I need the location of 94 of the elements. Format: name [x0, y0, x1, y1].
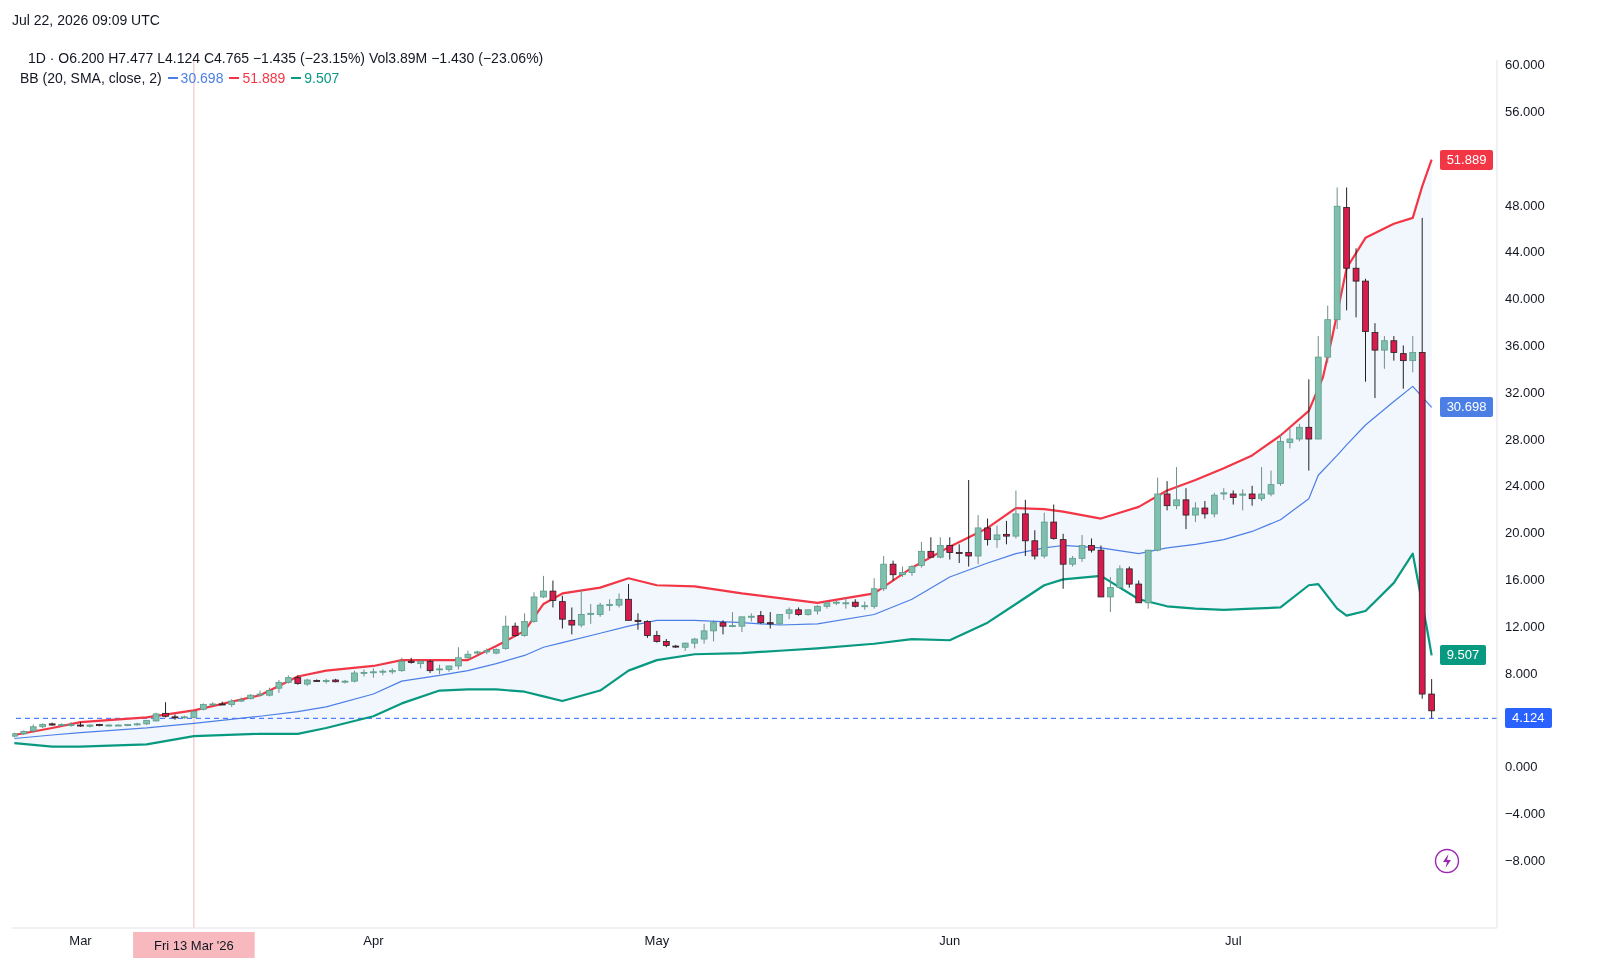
candlestick — [568, 606, 576, 635]
candlestick — [1050, 504, 1058, 541]
candlestick — [615, 592, 623, 608]
candlestick — [521, 612, 528, 638]
candlestick — [577, 589, 585, 628]
candlestick — [502, 615, 510, 651]
candlestick — [1248, 485, 1256, 507]
candlestick — [67, 721, 75, 728]
candlestick — [1031, 529, 1039, 561]
candlestick — [1201, 500, 1209, 520]
candlestick — [700, 623, 708, 645]
candlestick — [1428, 678, 1435, 719]
candlestick — [1239, 488, 1247, 511]
candlestick — [955, 543, 963, 564]
y-tick-label: 56.000 — [1505, 104, 1545, 120]
candlestick — [946, 536, 954, 561]
candlestick — [464, 650, 472, 660]
candlestick — [1211, 492, 1218, 518]
y-tick-label: 24.000 — [1505, 478, 1545, 494]
candlestick — [549, 580, 557, 608]
y-tick-label: 60.000 — [1505, 57, 1545, 73]
ref-line-label: Fri 13 Mar '26 — [153, 938, 234, 953]
y-tick-label: 8.000 — [1505, 665, 1538, 681]
candlestick — [1258, 466, 1265, 502]
candlestick — [1125, 566, 1133, 589]
candlestick — [1409, 335, 1417, 373]
candlestick — [965, 479, 972, 568]
legend-label: 30.698 — [180, 70, 224, 86]
candlestick — [1286, 427, 1294, 449]
ref-line-label: 4.124 — [1505, 708, 1552, 729]
candlestick — [766, 611, 774, 630]
legend-title: BB (20, SMA, close, 2) — [20, 70, 162, 86]
candlestick — [379, 668, 387, 676]
y-tick-label: 20.000 — [1505, 525, 1545, 541]
data-label: 9.507 — [1439, 645, 1487, 666]
chart-title: 1D · O6.200 H7.477 L4.124 C4.765 −1.435 (−23.15%) Vol3.89M −1.430 (−23.06%) — [28, 50, 544, 66]
candlestick — [1012, 489, 1020, 539]
x-tick-label: Jun — [939, 933, 961, 949]
candlestick — [1192, 501, 1199, 523]
line-series — [13, 552, 1433, 748]
candlestick — [1135, 580, 1143, 604]
y-tick-label: 40.000 — [1505, 291, 1545, 307]
candlestick — [455, 646, 462, 670]
candlestick — [1107, 576, 1114, 613]
y-tick-label: 12.000 — [1505, 618, 1545, 634]
y-tick-label: 48.000 — [1505, 197, 1545, 213]
y-tick-label: −4.000 — [1505, 805, 1546, 821]
legend-label: 9.507 — [304, 70, 340, 86]
candlestick — [710, 619, 717, 642]
candlestick — [1182, 487, 1190, 530]
candlestick — [889, 560, 897, 582]
candlestick — [1173, 466, 1180, 510]
candlestick — [984, 518, 991, 546]
candlestick — [1371, 322, 1379, 399]
data-label: 30.698 — [1439, 397, 1494, 418]
candlestick — [785, 606, 793, 620]
x-tick-label: Apr — [363, 933, 385, 949]
candlestick — [625, 583, 632, 621]
candlestick — [559, 595, 566, 630]
y-tick-label: 32.000 — [1505, 384, 1545, 400]
candlestick — [1163, 480, 1171, 511]
x-tick-label: May — [644, 933, 670, 949]
candlestick — [1003, 520, 1010, 545]
candlestick — [1305, 378, 1313, 472]
candlestick — [927, 536, 935, 558]
candlestick — [993, 525, 1001, 549]
candlestick — [1381, 335, 1388, 370]
candlestick — [1390, 335, 1398, 362]
y-tick-label: 0.000 — [1505, 759, 1538, 775]
candlestick — [1078, 534, 1086, 563]
x-tick-label: Jul — [1224, 933, 1242, 949]
candlestick — [360, 668, 368, 677]
text: Jul 22, 2026 09:09 UTC — [12, 12, 160, 28]
data-label: 51.889 — [1439, 149, 1494, 170]
candlestick — [918, 541, 925, 569]
y-tick-label: 44.000 — [1505, 244, 1545, 260]
candlestick — [171, 714, 179, 721]
candlestick — [587, 603, 595, 625]
y-tick-label: 16.000 — [1505, 572, 1545, 588]
legend-label: 51.889 — [242, 70, 286, 86]
candlestick — [275, 679, 283, 694]
line-series — [13, 385, 1433, 740]
candlestick — [1116, 564, 1124, 590]
candlestick — [634, 612, 642, 631]
y-tick-label: 36.000 — [1505, 338, 1545, 354]
candlestick — [870, 577, 878, 610]
y-tick-label: −8.000 — [1505, 852, 1546, 868]
candlestick — [1399, 344, 1407, 390]
candlestick — [1352, 247, 1360, 318]
candlestick — [341, 679, 349, 685]
candlestick — [1267, 470, 1275, 497]
x-tick-label: Mar — [69, 933, 93, 949]
candlestick — [719, 619, 727, 635]
y-tick-label: 28.000 — [1505, 431, 1545, 447]
